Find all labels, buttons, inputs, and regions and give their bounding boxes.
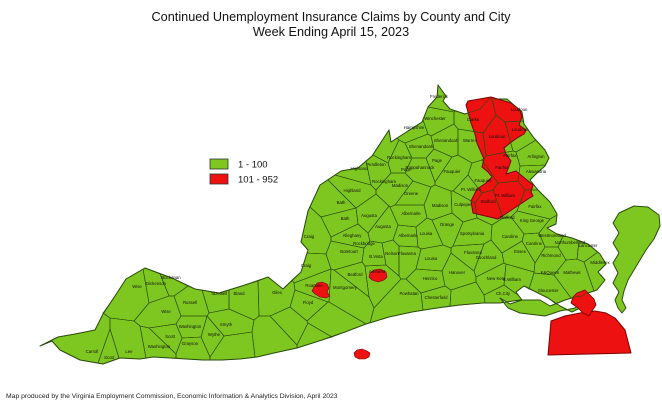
svg-text:Caroline: Caroline [502, 234, 519, 239]
svg-text:Russell: Russell [183, 300, 197, 305]
svg-text:Ch.City: Ch.City [496, 291, 511, 296]
svg-text:101 - 952: 101 - 952 [238, 175, 278, 186]
svg-text:Bath: Bath [341, 216, 350, 221]
svg-text:Scott: Scott [165, 334, 176, 339]
svg-text:Augusta: Augusta [361, 213, 377, 218]
svg-text:K&Queen: K&Queen [541, 270, 560, 275]
svg-text:Fairfax: Fairfax [495, 165, 509, 170]
svg-text:Fauquier: Fauquier [444, 169, 462, 174]
svg-text:Culpeper: Culpeper [454, 202, 472, 207]
svg-text:Westmoreland: Westmoreland [538, 233, 566, 238]
svg-text:Rockingham: Rockingham [387, 155, 411, 160]
svg-text:Middlesex: Middlesex [590, 260, 610, 265]
svg-text:Albemarle: Albemarle [401, 211, 421, 216]
svg-text:Shenandoah: Shenandoah [434, 138, 459, 143]
svg-text:Richmond: Richmond [541, 253, 561, 258]
svg-text:Louisa: Louisa [425, 256, 438, 261]
svg-text:Arlington: Arlington [528, 154, 546, 159]
svg-text:Lancaster: Lancaster [579, 243, 598, 248]
svg-text:Fauquier: Fauquier [475, 178, 493, 183]
svg-text:Fluvanna: Fluvanna [398, 251, 416, 256]
svg-text:Page: Page [432, 158, 443, 163]
svg-text:Highland: Highland [344, 188, 362, 193]
svg-text:Albemarle: Albemarle [398, 233, 418, 238]
svg-text:Lee: Lee [125, 349, 133, 354]
svg-text:K.William: K.William [503, 277, 521, 282]
svg-text:Augusta: Augusta [375, 224, 391, 229]
svg-text:Bath: Bath [337, 200, 346, 205]
svg-text:Chesterfield: Chesterfield [425, 295, 449, 300]
svg-text:Wise: Wise [161, 309, 171, 314]
svg-text:Botetourt: Botetourt [340, 249, 358, 254]
svg-text:Dickenson: Dickenson [146, 281, 167, 286]
svg-text:1 - 100: 1 - 100 [238, 160, 268, 171]
svg-text:Spotsylvania: Spotsylvania [460, 231, 485, 236]
svg-text:Carroll: Carroll [86, 349, 99, 354]
svg-text:Powhatan: Powhatan [399, 291, 419, 296]
svg-text:Bland: Bland [234, 291, 246, 296]
svg-text:Loudoun: Loudoun [511, 107, 528, 112]
svg-text:Madison: Madison [392, 183, 409, 188]
svg-text:Caroline: Caroline [526, 241, 543, 246]
svg-text:Craig: Craig [301, 263, 312, 268]
svg-text:Winchester: Winchester [424, 116, 446, 121]
svg-text:Tazewell: Tazewell [211, 291, 228, 296]
svg-text:Warren: Warren [463, 138, 478, 143]
svg-text:Buchanan: Buchanan [161, 275, 181, 280]
svg-text:Scott: Scott [104, 355, 115, 360]
svg-text:Page: Page [401, 167, 412, 172]
svg-text:Madison: Madison [432, 203, 449, 208]
svg-text:Rockbridge: Rockbridge [353, 241, 375, 246]
svg-text:Nelson: Nelson [385, 251, 399, 256]
svg-text:Craig: Craig [304, 234, 315, 239]
svg-text:King George: King George [520, 218, 545, 223]
svg-text:Loudoun: Loudoun [512, 127, 529, 132]
svg-text:Stafford: Stafford [500, 215, 516, 220]
svg-text:Pr. William: Pr. William [495, 193, 516, 198]
svg-text:Amherst: Amherst [369, 269, 386, 274]
svg-text:Alexandria: Alexandria [526, 169, 547, 174]
svg-text:Fairfax: Fairfax [528, 204, 542, 209]
svg-text:Loudoun: Loudoun [489, 134, 506, 139]
svg-text:Henrico: Henrico [423, 276, 438, 281]
svg-text:Alleghany: Alleghany [343, 233, 363, 238]
svg-text:Essex: Essex [514, 249, 527, 254]
svg-text:Wise: Wise [132, 284, 142, 289]
svg-text:Wythe: Wythe [208, 332, 221, 337]
svg-text:Hanover: Hanover [449, 270, 466, 275]
svg-text:Smyth: Smyth [220, 322, 233, 327]
svg-text:Fairfax: Fairfax [503, 153, 517, 158]
svg-text:Mathews: Mathews [563, 270, 580, 275]
svg-text:Shenandoah: Shenandoah [409, 144, 434, 149]
svg-text:Floyd: Floyd [303, 300, 314, 305]
svg-text:Greene: Greene [404, 191, 419, 196]
svg-text:Clarke: Clarke [467, 117, 480, 122]
svg-text:B.Vista: B.Vista [369, 254, 383, 259]
svg-text:Giles: Giles [272, 290, 282, 295]
svg-text:Orange: Orange [440, 222, 455, 227]
svg-text:Bedford: Bedford [347, 272, 363, 277]
svg-text:Highland: Highland [351, 166, 369, 171]
svg-text:Goochland: Goochland [476, 255, 497, 260]
svg-text:Washington: Washington [148, 344, 171, 349]
svg-text:Stafford: Stafford [481, 199, 497, 204]
svg-text:Washington: Washington [179, 324, 202, 329]
svg-text:Hampshire: Hampshire [404, 125, 425, 130]
svg-text:Gloucester: Gloucester [538, 288, 559, 293]
svg-text:Pendleton: Pendleton [366, 162, 386, 167]
svg-text:Louisa: Louisa [420, 231, 433, 236]
svg-text:Grayson: Grayson [182, 341, 199, 346]
svg-text:Montgomery: Montgomery [333, 285, 358, 290]
svg-text:Pr. William: Pr. William [461, 187, 482, 192]
svg-text:Roanoke: Roanoke [305, 283, 323, 288]
svg-text:Frederick: Frederick [430, 94, 449, 99]
